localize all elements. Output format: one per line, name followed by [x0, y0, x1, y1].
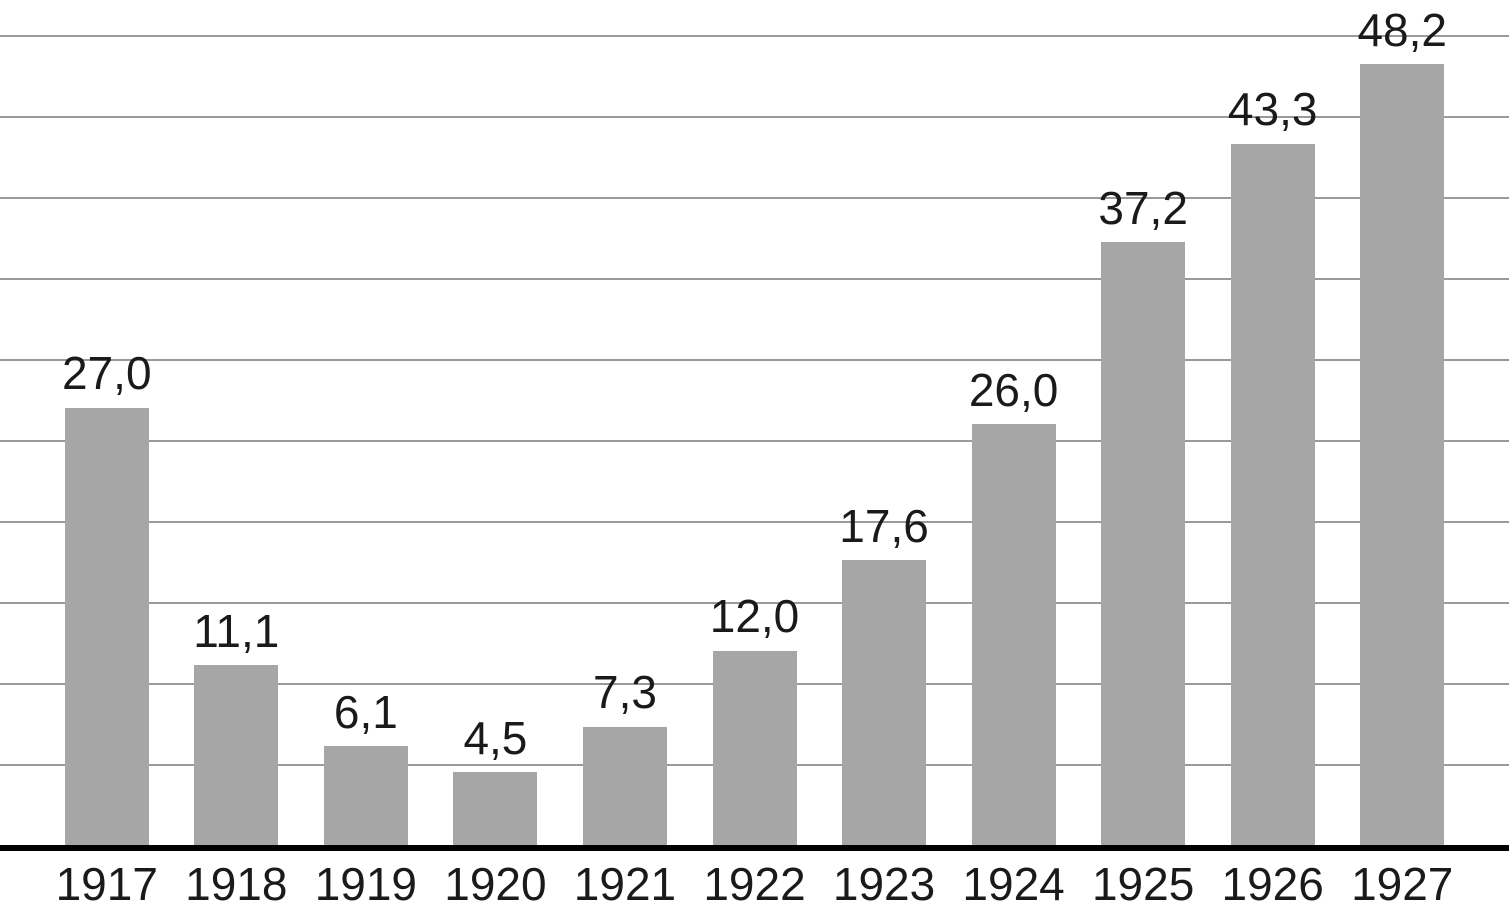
- gridline: [0, 197, 1509, 199]
- x-axis-tick-label: 1917: [55, 858, 158, 910]
- x-axis-tick-label: 1923: [832, 858, 936, 910]
- bar: [194, 665, 279, 845]
- gridline: [0, 602, 1509, 604]
- plot-area: 27,0 11,1 6,1 4,5 7,3 12,0 17,6 26,0 37,2 43,3 48,…: [0, 0, 1509, 845]
- bar-column: 48,2: [1337, 0, 1467, 845]
- bar-value-label: 43,3: [1227, 83, 1318, 136]
- bars-container: 27,0 11,1 6,1 4,5 7,3 12,0 17,6 26,0 37,2 43,3 48,…: [42, 0, 1467, 845]
- bar: [453, 772, 538, 845]
- bar-column: 6,1: [301, 0, 431, 845]
- bar-column: 27,0: [42, 0, 172, 845]
- gridline: [0, 278, 1509, 280]
- bar: [1360, 64, 1445, 845]
- x-axis-tick-label: 1920: [444, 858, 547, 910]
- bar-column: 7,3: [560, 0, 690, 845]
- bar-value-label: 17,6: [839, 499, 929, 552]
- bar-column: 17,6: [819, 0, 949, 845]
- x-axis-tick-label: 1919: [314, 858, 418, 910]
- bar-value-label: 4,5: [463, 711, 528, 764]
- x-axis-tick-label: 1926: [1221, 858, 1324, 910]
- bar-value-label: 48,2: [1357, 3, 1447, 56]
- bar-column: 11,1: [172, 0, 302, 845]
- bar-column: 26,0: [949, 0, 1079, 845]
- bar-column: 43,3: [1208, 0, 1338, 845]
- bar: [64, 407, 149, 845]
- bar-value-label: 27,0: [62, 347, 152, 400]
- bar-value-label: 11,1: [193, 604, 280, 657]
- gridline: [0, 521, 1509, 523]
- x-axis-tick-label: 1921: [573, 858, 677, 910]
- bar: [712, 650, 797, 845]
- bar-value-label: 6,1: [333, 685, 398, 738]
- bar-value-label: 37,2: [1098, 182, 1188, 235]
- bar: [1101, 242, 1186, 845]
- bar-value-label: 7,3: [592, 666, 657, 719]
- bar: [582, 726, 667, 845]
- gridline: [0, 359, 1509, 361]
- bar: [1230, 143, 1315, 845]
- bar: [971, 423, 1056, 845]
- bar: [842, 559, 927, 845]
- x-axis-tick-label: 1925: [1091, 858, 1195, 910]
- x-axis-tick-label: 1924: [962, 858, 1065, 910]
- gridline: [0, 440, 1509, 442]
- bar: [323, 746, 408, 845]
- bar-value-label: 12,0: [709, 590, 800, 643]
- x-axis-line: [0, 845, 1509, 851]
- x-axis-tick-label: 1918: [185, 858, 288, 910]
- x-axis-tick-label: 1927: [1351, 858, 1454, 910]
- x-axis-tick-label: 1922: [703, 858, 806, 910]
- bar-column: 4,5: [431, 0, 561, 845]
- gridline: [0, 116, 1509, 118]
- gridline: [0, 35, 1509, 37]
- bar-value-label: 26,0: [968, 363, 1059, 416]
- bar-column: 37,2: [1078, 0, 1208, 845]
- bar-column: 12,0: [690, 0, 820, 845]
- x-axis-labels: 1917 1918 1919 1920 1921 1922 1923 1924 1925 1926…: [0, 851, 1509, 910]
